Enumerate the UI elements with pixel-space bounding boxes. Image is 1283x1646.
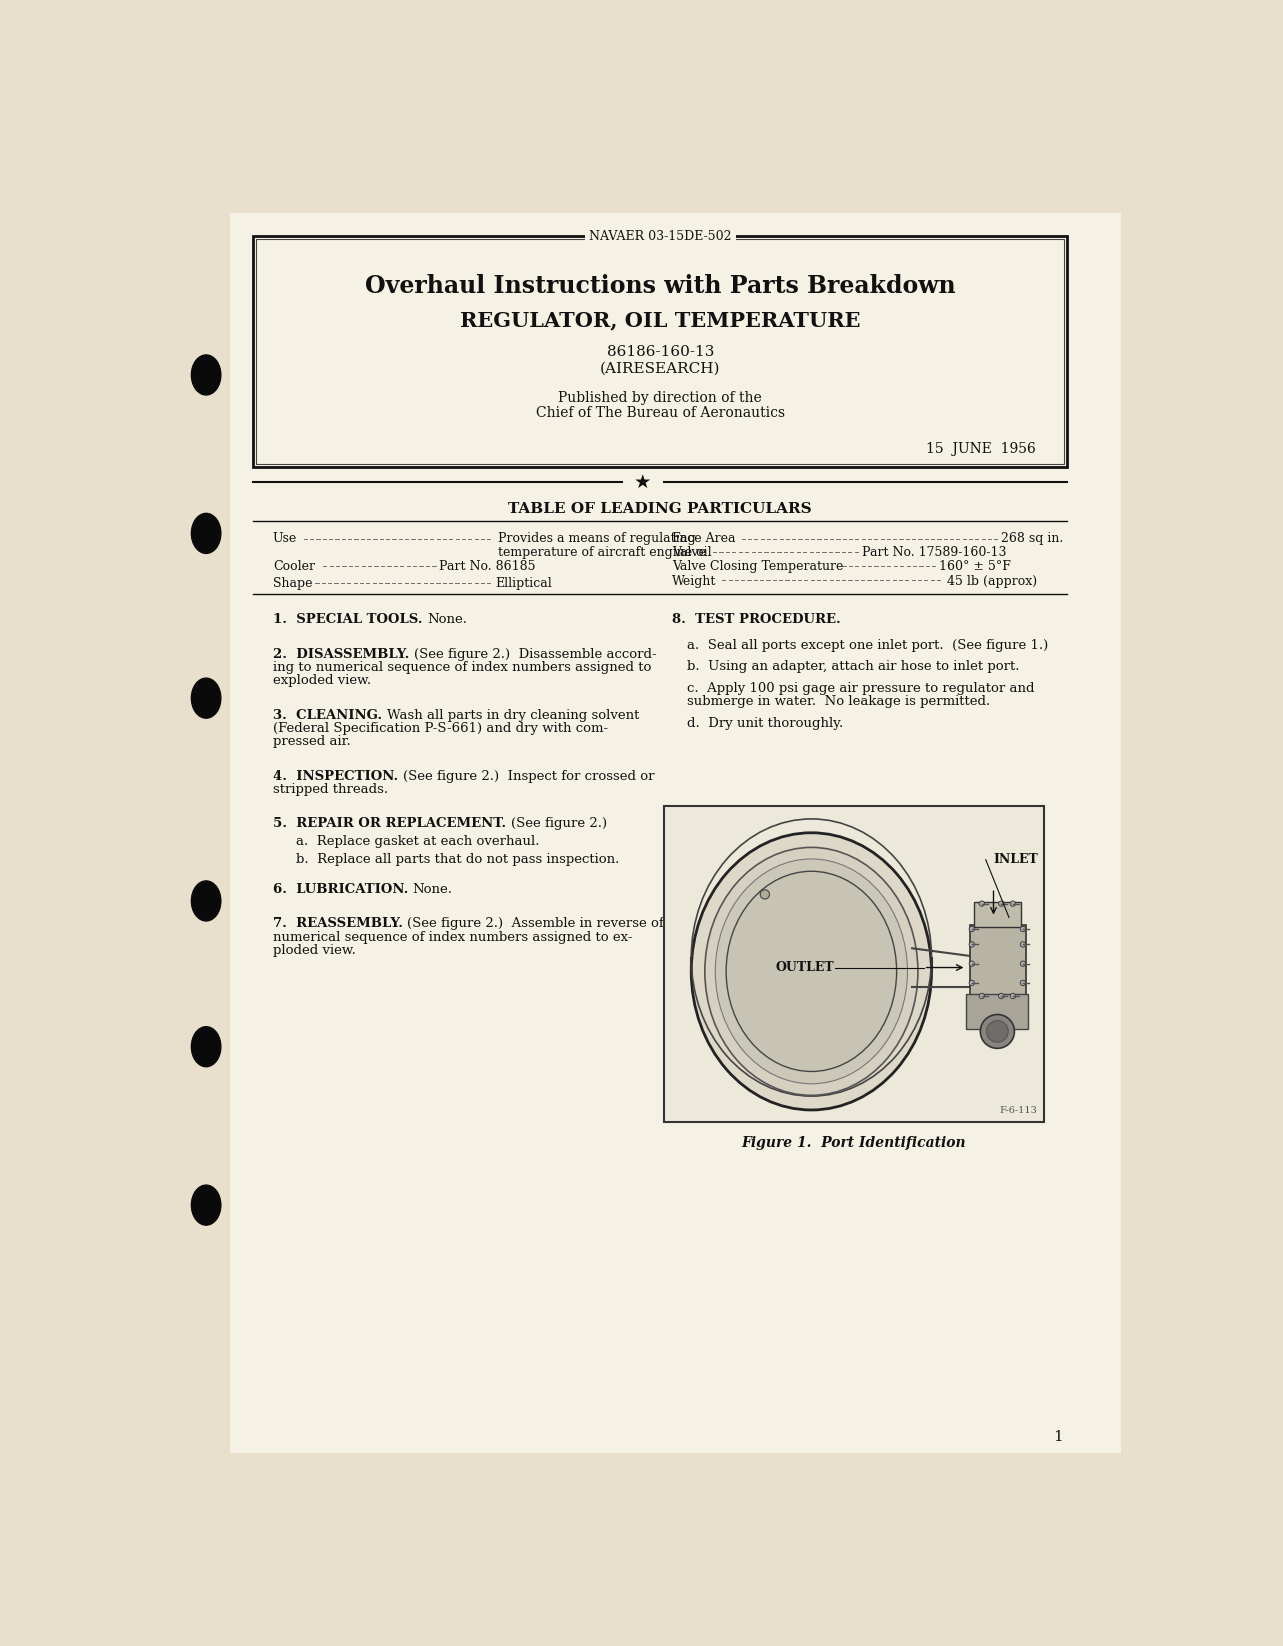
Bar [253,235,1067,467]
Circle shape [1020,981,1025,986]
Ellipse shape [191,881,221,922]
Circle shape [969,942,975,946]
Ellipse shape [191,678,221,718]
Text: None.: None. [413,882,453,895]
Circle shape [987,1021,1008,1042]
Text: Valve Closing Temperature: Valve Closing Temperature [672,560,843,573]
Circle shape [969,927,975,932]
Text: (Federal Specification P-S-661) and dry with com-: (Federal Specification P-S-661) and dry … [273,723,608,734]
Circle shape [761,890,770,899]
Text: INLET: INLET [993,853,1038,866]
Text: pressed air.: pressed air. [273,736,350,747]
Circle shape [1020,961,1025,966]
Text: Provides a means of regulating: Provides a means of regulating [498,532,695,545]
Text: 2.  DISASSEMBLY.: 2. DISASSEMBLY. [273,649,409,662]
Text: a.  Seal all ports except one inlet port.  (See figure 1.): a. Seal all ports except one inlet port.… [688,639,1048,652]
Text: Figure 1.  Port Identification: Figure 1. Port Identification [742,1136,966,1151]
Text: 268 sq in.: 268 sq in. [1001,532,1064,545]
Text: 45 lb (approx): 45 lb (approx) [947,574,1037,588]
Text: d.  Dry unit thoroughly.: d. Dry unit thoroughly. [688,716,844,729]
Bar [665,807,1044,1121]
Text: ploded view.: ploded view. [273,943,355,956]
Text: 160° ± 5°F: 160° ± 5°F [939,560,1011,573]
Text: (See figure 2.): (See figure 2.) [511,818,607,830]
Text: Wash all parts in dry cleaning solvent: Wash all parts in dry cleaning solvent [386,709,639,723]
Text: (See figure 2.)  Inspect for crossed or: (See figure 2.) Inspect for crossed or [403,770,654,782]
Text: Part No. 17589-160-13: Part No. 17589-160-13 [862,546,1006,560]
Circle shape [969,961,975,966]
Text: Face Area: Face Area [672,532,735,545]
Ellipse shape [191,356,221,395]
Text: OUTLET: OUTLET [776,961,835,974]
Ellipse shape [191,1027,221,1067]
Text: Elliptical: Elliptical [495,578,552,591]
Circle shape [969,981,975,986]
Text: F-6-113: F-6-113 [999,1106,1038,1116]
Text: 5.  REPAIR OR REPLACEMENT.: 5. REPAIR OR REPLACEMENT. [273,818,506,830]
Text: Overhaul Instructions with Parts Breakdown: Overhaul Instructions with Parts Breakdo… [364,275,956,298]
Ellipse shape [716,859,907,1083]
Circle shape [1020,942,1025,946]
Text: 86186-160-13: 86186-160-13 [607,344,713,359]
Text: 7.  REASSEMBLY.: 7. REASSEMBLY. [273,917,403,930]
Ellipse shape [726,871,897,1072]
Text: submerge in water.  No leakage is permitted.: submerge in water. No leakage is permitt… [688,695,990,708]
Text: Chief of The Bureau of Aeronautics: Chief of The Bureau of Aeronautics [536,407,785,420]
Text: None.: None. [427,614,467,627]
Text: Use: Use [273,532,296,545]
Ellipse shape [704,848,917,1095]
Circle shape [998,900,1005,907]
Ellipse shape [191,1185,221,1225]
Bar [974,902,1020,927]
Text: 3.  CLEANING.: 3. CLEANING. [273,709,382,723]
Text: ing to numerical sequence of index numbers assigned to: ing to numerical sequence of index numbe… [273,662,652,675]
Bar [966,994,1029,1029]
Text: 1: 1 [1053,1430,1064,1444]
Circle shape [1010,900,1016,907]
Text: Cooler: Cooler [273,560,314,573]
Text: (See figure 2.)  Assemble in reverse of: (See figure 2.) Assemble in reverse of [408,917,665,930]
Text: Shape: Shape [273,578,312,591]
Circle shape [979,900,984,907]
Bar [257,239,1064,464]
Circle shape [998,993,1005,999]
Bar [230,212,1121,1453]
Ellipse shape [191,514,221,553]
Text: numerical sequence of index numbers assigned to ex-: numerical sequence of index numbers assi… [273,930,633,943]
Text: stripped threads.: stripped threads. [273,783,387,795]
Text: c.  Apply 100 psi gage air pressure to regulator and: c. Apply 100 psi gage air pressure to re… [688,681,1035,695]
Circle shape [980,1014,1015,1049]
Text: ★: ★ [634,472,652,492]
Text: exploded view.: exploded view. [273,675,371,686]
Text: 8.  TEST PROCEDURE.: 8. TEST PROCEDURE. [672,614,840,627]
Text: 4.  INSPECTION.: 4. INSPECTION. [273,770,398,782]
Bar [970,925,1026,999]
Text: Published by direction of the: Published by direction of the [558,390,762,405]
Ellipse shape [692,833,931,1109]
Text: Weight: Weight [672,574,716,588]
Text: REGULATOR, OIL TEMPERATURE: REGULATOR, OIL TEMPERATURE [461,311,861,331]
Text: Valve: Valve [672,546,706,560]
Text: 15  JUNE  1956: 15 JUNE 1956 [926,441,1037,456]
Text: NAVAER 03-15DE-502: NAVAER 03-15DE-502 [589,229,731,242]
Text: 1.  SPECIAL TOOLS.: 1. SPECIAL TOOLS. [273,614,422,627]
Circle shape [1010,993,1016,999]
Text: a.  Replace gasket at each overhaul.: a. Replace gasket at each overhaul. [296,835,539,848]
Text: b.  Replace all parts that do not pass inspection.: b. Replace all parts that do not pass in… [296,853,620,866]
Text: 6.  LUBRICATION.: 6. LUBRICATION. [273,882,408,895]
Text: TABLE OF LEADING PARTICULARS: TABLE OF LEADING PARTICULARS [508,502,812,517]
Text: b.  Using an adapter, attach air hose to inlet port.: b. Using an adapter, attach air hose to … [688,660,1020,673]
Text: Part No. 86185: Part No. 86185 [439,560,536,573]
Circle shape [1020,927,1025,932]
Text: temperature of aircraft engine oil: temperature of aircraft engine oil [498,546,711,560]
Text: (AIRESEARCH): (AIRESEARCH) [600,362,721,375]
Circle shape [979,993,984,999]
Text: (See figure 2.)  Disassemble accord-: (See figure 2.) Disassemble accord- [414,649,657,662]
